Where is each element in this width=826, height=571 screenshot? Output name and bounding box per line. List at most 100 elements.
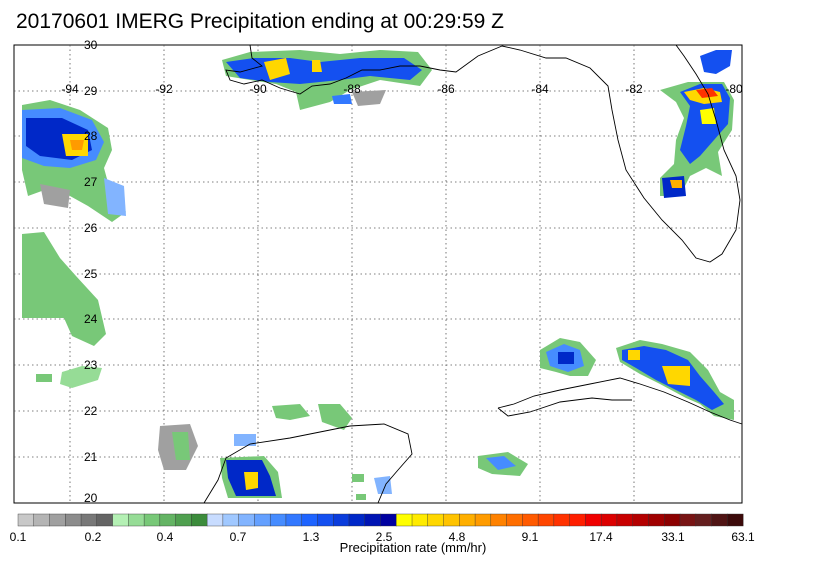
colorbar-swatch [269,513,287,527]
colorbar-tick-labels: 0.1 0.2 0.4 0.7 1.3 2.5 4.8 9.1 17.4 33.… [10,530,755,544]
colorbar-tick: 2.5 [376,530,393,544]
colorbar-swatch [348,513,366,527]
lat-label: 22 [84,404,98,418]
colorbar-swatch [112,513,129,527]
colorbar-swatch [159,513,177,527]
precip-area [264,58,290,80]
colorbar-swatch [301,513,318,527]
colorbar-tick: 0.4 [157,530,174,544]
lat-label: 24 [84,312,98,326]
colorbar-swatch [222,513,240,527]
lat-label: 23 [84,358,98,372]
precip-area [318,404,352,430]
lon-label: -82 [625,82,643,96]
colorbar-swatch [553,513,571,527]
colorbar-swatch [648,513,665,527]
colorbar-swatch [96,513,113,527]
lon-label: -94 [61,82,79,96]
colorbar-swatch [474,513,492,527]
colorbar-swatch [333,513,350,527]
coastline [203,44,743,504]
colorbar-swatch [396,513,413,527]
colorbar-tick: 33.1 [661,530,685,544]
colorbar-swatch [443,513,460,527]
lat-label: 20 [84,491,98,505]
colorbar-swatch [616,513,634,527]
colorbar-swatch [49,513,66,527]
colorbar-swatch [411,513,429,527]
colorbar-swatch [285,513,303,527]
colorbar-swatch [459,513,476,527]
precip-area [60,366,102,388]
colorbar-tick: 4.8 [449,530,466,544]
lon-label: -80 [725,82,743,96]
colorbar-swatch [506,513,523,527]
colorbar-swatch [17,513,35,527]
precip-area [22,232,106,346]
colorbar-swatch [427,513,444,527]
colorbar-swatch [679,513,697,527]
longitude-labels: -94 -92 -90 -88 -86 -84 -82 -80 [61,82,743,96]
colorbar-swatch [206,513,224,527]
colorbar-swatch [632,513,649,527]
precip-area [36,374,52,382]
precip-area [700,50,732,74]
colorbar-tick: 9.1 [522,530,539,544]
colorbar-swatch [522,513,539,527]
colorbar-swatch [664,513,681,527]
colorbar-swatch [569,513,586,527]
colorbar-swatch [711,513,728,527]
colorbar-swatch [537,513,555,527]
precip-area [700,108,716,124]
colorbar-swatch [175,513,192,527]
lat-label: 21 [84,450,98,464]
precip-area [558,352,574,364]
colorbar-swatch [191,513,208,527]
lon-label: -88 [343,82,361,96]
precip-area [104,178,126,216]
precip-area [40,184,70,208]
colorbar-swatch [33,513,50,527]
lon-label: -84 [531,82,549,96]
lat-label: 30 [84,38,98,52]
colorbar-swatch [727,513,744,527]
colorbar-swatch [128,513,145,527]
colorbar-swatch [490,513,507,527]
precip-area [234,434,256,446]
lon-label: -86 [437,82,455,96]
colorbar-swatch [80,513,98,527]
colorbar-swatch [317,513,334,527]
lon-label: -92 [155,82,173,96]
precip-area [374,476,392,494]
lat-label: 29 [84,84,98,98]
colorbar-tick: 1.3 [303,530,320,544]
precip-area [356,494,366,500]
latitude-labels: 30 29 28 27 26 25 24 23 22 21 20 [84,38,98,505]
precip-area [272,404,310,420]
colorbar-tick: 0.7 [230,530,247,544]
lat-label: 25 [84,267,98,281]
lat-label: 26 [84,221,98,235]
colorbar-title: Precipitation rate (mm/hr) [339,540,487,555]
colorbar-tick: 63.1 [731,530,755,544]
colorbar-swatch [585,513,602,527]
precip-area [244,472,258,490]
colorbar-swatch [380,513,397,527]
precip-area [172,432,190,460]
lat-label: 28 [84,129,98,143]
colorbar-swatch [238,513,255,527]
map-title: 20170601 IMERG Precipitation ending at 0… [16,10,504,33]
colorbar [17,513,744,527]
precip-area [486,456,516,470]
precipitation-layer [22,50,734,500]
precip-area [670,180,682,188]
colorbar-swatch [695,513,712,527]
precip-area [352,90,386,106]
precip-area [332,94,352,104]
lon-label: -90 [249,82,267,96]
precip-area [70,140,84,150]
precip-area [628,350,640,360]
colorbar-tick: 0.1 [10,530,27,544]
colorbar-swatch [65,513,82,527]
